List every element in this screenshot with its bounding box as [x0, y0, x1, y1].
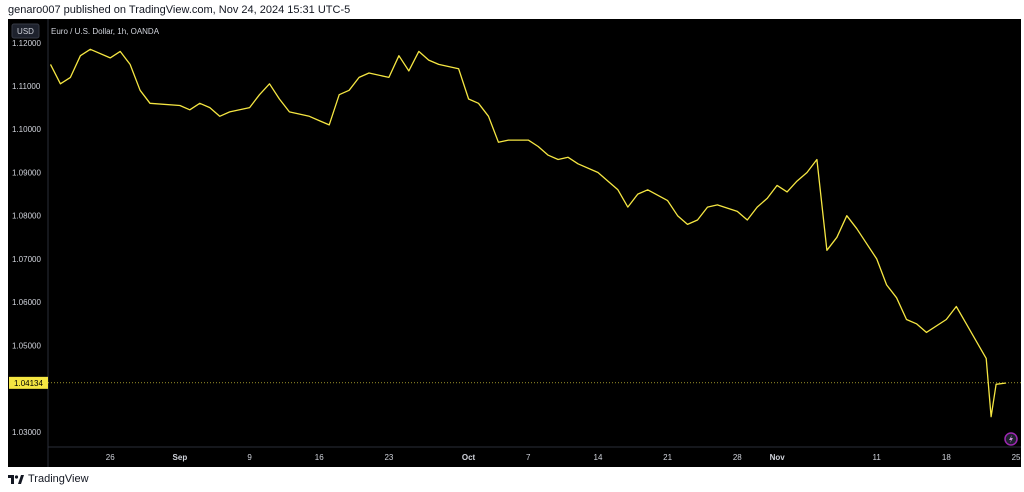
chart-frame[interactable]: USD Euro / U.S. Dollar, 1h, OANDA 1.1200…: [8, 19, 1021, 467]
x-tick-label: 16: [315, 453, 324, 462]
tradingview-logo-icon: [8, 473, 24, 485]
y-tick-label: 1.07000: [12, 255, 41, 264]
currency-badge[interactable]: [11, 23, 40, 39]
y-tick-label: 1.11000: [12, 82, 41, 91]
x-tick-label: 9: [247, 453, 252, 462]
footer: TradingView: [8, 473, 89, 485]
lightning-icon[interactable]: [1004, 432, 1018, 446]
x-tick-label: 26: [106, 453, 115, 462]
x-tick-label: 11: [873, 453, 882, 462]
x-tick-label: Nov: [770, 453, 786, 462]
y-tick-label: 1.06000: [12, 298, 41, 307]
x-axis: 26 Sep 9 16 23 Oct 7 14 21 28 Nov 11 18 25: [106, 453, 1021, 462]
last-price-value: 1.04134: [14, 379, 43, 388]
chart-title: Euro / U.S. Dollar, 1h, OANDA: [51, 27, 160, 36]
x-tick-label: Oct: [462, 453, 476, 462]
y-axis: 1.12000 1.11000 1.10000 1.09000 1.08000 1.070…: [12, 39, 41, 437]
y-tick-label: 1.10000: [12, 125, 41, 134]
brand-name: TradingView: [28, 473, 89, 485]
x-tick-label: 23: [384, 453, 393, 462]
publish-info: genaro007 published on TradingView.com, …: [8, 4, 351, 16]
y-tick-label: 1.03000: [12, 428, 41, 437]
price-series-line: [49, 48, 1007, 418]
x-tick-label: 21: [663, 453, 672, 462]
last-price-label: 1.04134: [9, 376, 48, 389]
x-tick-label: Sep: [173, 453, 188, 462]
y-tick-label: 1.08000: [12, 212, 41, 221]
x-tick-label: 7: [526, 453, 531, 462]
x-tick-label: 28: [733, 453, 742, 462]
x-tick-label: 25: [1012, 453, 1021, 462]
currency-badge-text: USD: [17, 27, 34, 36]
y-tick-label: 1.09000: [12, 168, 41, 177]
y-tick-label: 1.05000: [12, 341, 41, 350]
price-chart[interactable]: USD Euro / U.S. Dollar, 1h, OANDA 1.1200…: [8, 19, 1021, 467]
x-tick-label: 14: [594, 453, 603, 462]
x-tick-label: 18: [942, 453, 951, 462]
y-tick-label: 1.12000: [12, 39, 41, 48]
